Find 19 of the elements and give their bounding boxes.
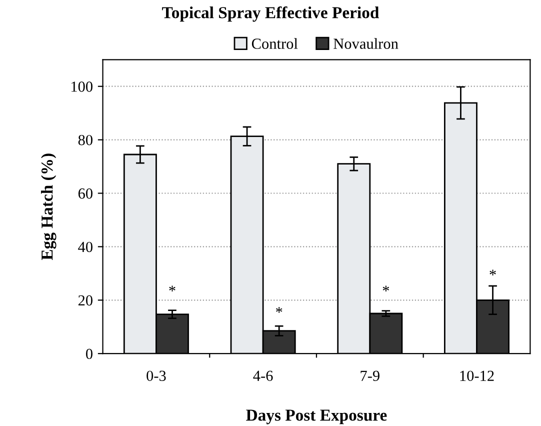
y-axis-title: Egg Hatch (%) bbox=[41, 154, 56, 260]
y-tick-label: 60 bbox=[78, 188, 92, 199]
annotation: * bbox=[169, 286, 176, 292]
annotation: * bbox=[382, 286, 390, 292]
y-tick-label: 0 bbox=[86, 348, 92, 360]
y-tick-label: 40 bbox=[78, 242, 92, 252]
x-tick-label: 0-3 bbox=[146, 370, 166, 381]
x-tick-label: 10-12 bbox=[460, 370, 494, 381]
legend-label: Novaulron bbox=[334, 38, 398, 49]
y-tick-label: 100 bbox=[71, 82, 92, 92]
y-tick-label: 20 bbox=[78, 295, 92, 306]
legend-label: Control bbox=[252, 38, 298, 49]
x-tick-label: 7-9 bbox=[360, 370, 380, 381]
x-tick-label: 4-6 bbox=[253, 370, 273, 381]
chart-title: Topical Spray Effective Period bbox=[162, 6, 380, 22]
x-axis-title: Days Post Exposure bbox=[246, 410, 387, 424]
annotation: * bbox=[276, 307, 282, 313]
y-tick-label: 80 bbox=[78, 134, 92, 146]
annotation: * bbox=[490, 270, 496, 276]
